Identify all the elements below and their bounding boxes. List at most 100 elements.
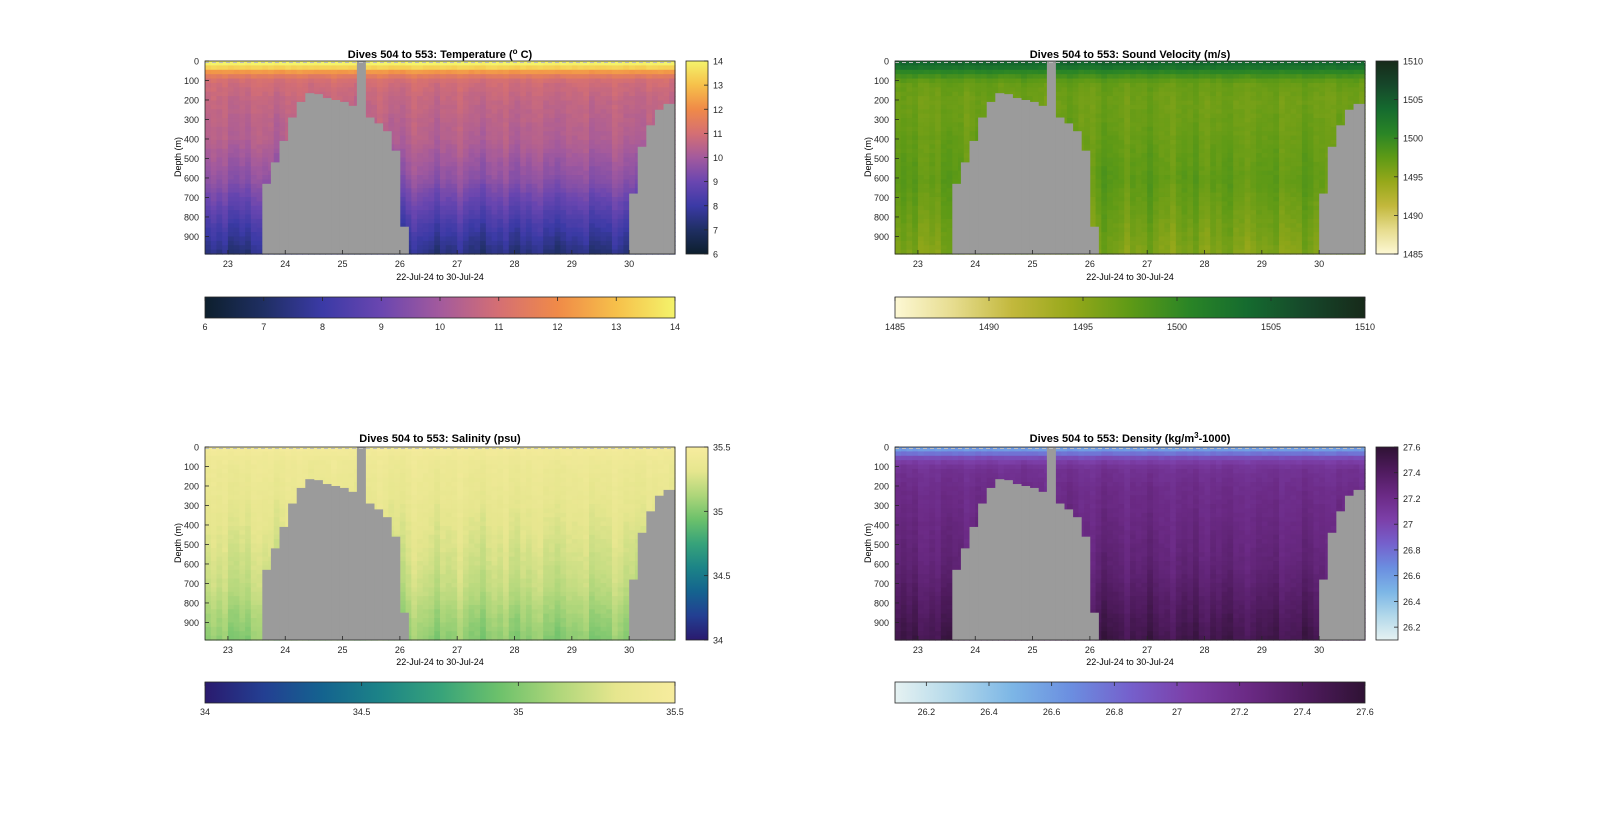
heatmap-cell (611, 201, 619, 207)
heatmap-cell (227, 161, 235, 167)
heatmap-cell (548, 61, 556, 66)
heatmap-cell (399, 139, 407, 145)
heatmap-cell (336, 69, 344, 75)
bathymetry-block (348, 105, 358, 254)
heatmap-cell (514, 249, 521, 255)
heatmap-cell (525, 249, 533, 255)
heatmap-cell (946, 144, 953, 150)
heatmap-cell (205, 135, 212, 141)
heatmap-cell (935, 87, 942, 93)
heatmap-cell (606, 126, 613, 132)
heatmap-cell (394, 135, 401, 141)
heatmap-cell (462, 69, 470, 75)
heatmap-cell (1055, 113, 1062, 119)
heatmap-cell (233, 144, 240, 150)
heatmap-cell (279, 135, 286, 141)
heatmap-cell (652, 91, 659, 97)
heatmap-cell (543, 82, 550, 88)
heatmap-cell (998, 65, 1005, 71)
heatmap-cell (577, 78, 584, 84)
heatmap-cell (520, 210, 527, 216)
heatmap-cell (411, 192, 418, 198)
heatmap-cell (1032, 65, 1039, 71)
heatmap-cell (571, 188, 579, 194)
heatmap-cell (417, 236, 424, 242)
heatmap-cell (210, 153, 218, 159)
heatmap-cell (468, 144, 475, 150)
heatmap-cell (952, 113, 959, 119)
heatmap-cell (895, 183, 902, 189)
heatmap-cell (1009, 87, 1016, 93)
heatmap-cell (531, 78, 539, 84)
heatmap-cell (589, 183, 596, 189)
heatmap-cell (1032, 74, 1039, 80)
heatmap-cell (543, 100, 550, 106)
heatmap-cell (514, 188, 521, 194)
heatmap-cell (583, 144, 590, 150)
heatmap-cell (205, 175, 212, 181)
heatmap-cell (952, 175, 959, 181)
heatmap-cell (975, 82, 982, 88)
heatmap-cell (900, 82, 908, 88)
heatmap-cell (912, 161, 919, 167)
heatmap-cell (583, 236, 590, 242)
heatmap-cell (583, 161, 590, 167)
heatmap-cell (273, 61, 281, 66)
heatmap-cell (560, 139, 567, 145)
heatmap-cell (606, 74, 613, 80)
heatmap-cell (245, 135, 252, 141)
heatmap-cell (256, 183, 263, 189)
heatmap-cell (900, 131, 908, 137)
heatmap-cell (216, 183, 223, 189)
heatmap-cell (952, 61, 959, 66)
heatmap-cell (233, 196, 240, 202)
heatmap-cell (485, 223, 493, 229)
heatmap-cell (417, 135, 424, 141)
heatmap-cell (451, 196, 458, 202)
heatmap-cell (239, 78, 246, 84)
heatmap-cell (491, 109, 498, 115)
heatmap-cell (566, 131, 573, 137)
heatmap-cell (216, 223, 223, 229)
heatmap-cell (617, 201, 625, 207)
heatmap-cell (935, 91, 942, 97)
heatmap-cell (296, 87, 304, 93)
heatmap-cell (336, 65, 344, 71)
heatmap-cell (912, 218, 919, 224)
heatmap-cell (946, 196, 953, 202)
heatmap-cell (566, 113, 573, 119)
heatmap-cell (906, 245, 913, 251)
heatmap-cell (256, 96, 263, 102)
heatmap-cell (906, 96, 913, 102)
heatmap-cell (514, 65, 521, 71)
heatmap-cell (548, 126, 556, 132)
heatmap-cell (428, 223, 435, 229)
heatmap-cell (906, 65, 913, 71)
heatmap-cell (554, 183, 561, 189)
heatmap-cell (946, 205, 953, 211)
heatmap-cell (560, 227, 567, 233)
heatmap-cell (611, 61, 619, 66)
heatmap-cell (210, 232, 218, 238)
heatmap-cell (600, 61, 607, 66)
colorbar-tick-label: 9 (379, 322, 384, 332)
heatmap-cell (411, 74, 418, 80)
heatmap-cell (600, 87, 607, 93)
heatmap-cell (508, 188, 516, 194)
heatmap-cell (606, 205, 613, 211)
heatmap-cell (554, 113, 561, 119)
heatmap-cell (491, 153, 498, 159)
heatmap-cell (952, 170, 959, 176)
heatmap-cell (480, 236, 487, 242)
heatmap-cell (268, 87, 275, 93)
heatmap-cell (394, 78, 401, 84)
heatmap-cell (302, 78, 309, 84)
heatmap-cell (468, 78, 475, 84)
heatmap-cell (491, 240, 498, 246)
heatmap-cell (262, 61, 269, 66)
heatmap-cell (256, 113, 263, 119)
heatmap-cell (474, 87, 481, 93)
heatmap-cell (1015, 82, 1022, 88)
heatmap-cell (986, 96, 994, 102)
heatmap-cell (279, 109, 286, 115)
